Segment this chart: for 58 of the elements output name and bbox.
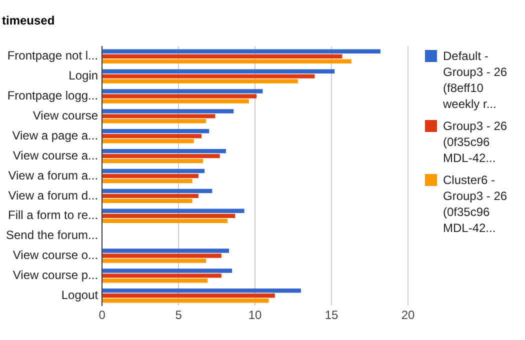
bar [102, 119, 206, 124]
bar [102, 54, 342, 58]
y-tick-label: Send the forum... [6, 228, 98, 242]
x-tick-label: 5 [175, 308, 182, 322]
bar [102, 288, 301, 293]
bar [102, 69, 335, 74]
bar [102, 214, 236, 218]
y-tick-label: Frontpage not l... [7, 48, 98, 63]
bar [102, 94, 257, 98]
bar [102, 254, 222, 258]
y-tick-label: View course o... [12, 248, 98, 262]
x-tick-label: 10 [248, 308, 262, 322]
bar [102, 174, 198, 178]
bar [102, 99, 249, 104]
bar [102, 248, 230, 253]
y-tick-label: View a page a... [12, 128, 98, 142]
bar [102, 158, 204, 164]
bar [102, 109, 234, 114]
bar [102, 268, 232, 273]
x-tick-label: 0 [98, 308, 106, 322]
bar [102, 138, 194, 144]
legend-label: Group3 - 26 (0f35c96 MDL-42... [443, 118, 508, 166]
bar [102, 218, 228, 223]
bar [102, 168, 205, 174]
y-tick-label: Login [68, 68, 98, 83]
bar [102, 178, 192, 184]
legend-label: Cluster6 - Group3 - 26 (0f35c96 MDL-42... [443, 172, 508, 236]
bar [102, 74, 315, 78]
bar [102, 188, 212, 194]
y-tick-label: View a forum a... [8, 168, 98, 182]
bar [102, 154, 220, 158]
bar [102, 258, 206, 263]
y-tick-label: Logout [61, 288, 99, 302]
bar [102, 59, 352, 64]
y-tick-label: View course p... [12, 268, 98, 282]
chart-title: timeused [2, 14, 55, 28]
bar [102, 89, 263, 94]
y-tick-label: Fill a form to re... [8, 208, 98, 222]
bar [102, 278, 208, 283]
x-tick-label: 15 [324, 308, 339, 322]
bar [102, 294, 275, 298]
bar [102, 274, 222, 278]
bar [102, 298, 269, 303]
bar [102, 49, 380, 54]
legend-label: Default - Group3 - 26 (f8eff10 weekly r... [443, 48, 508, 112]
bar [102, 148, 226, 154]
y-tick-label: View a forum d... [8, 188, 98, 202]
y-tick-label: View course [32, 108, 98, 122]
bar [102, 194, 198, 198]
bar [102, 208, 244, 214]
y-tick-label: Frontpage logg... [7, 88, 98, 103]
bar [102, 198, 192, 204]
bar [102, 79, 298, 84]
bar [102, 114, 216, 118]
x-tick-label: 20 [401, 308, 415, 322]
bar [102, 134, 202, 138]
y-tick-label: View course a... [12, 148, 98, 162]
bar [102, 129, 210, 134]
